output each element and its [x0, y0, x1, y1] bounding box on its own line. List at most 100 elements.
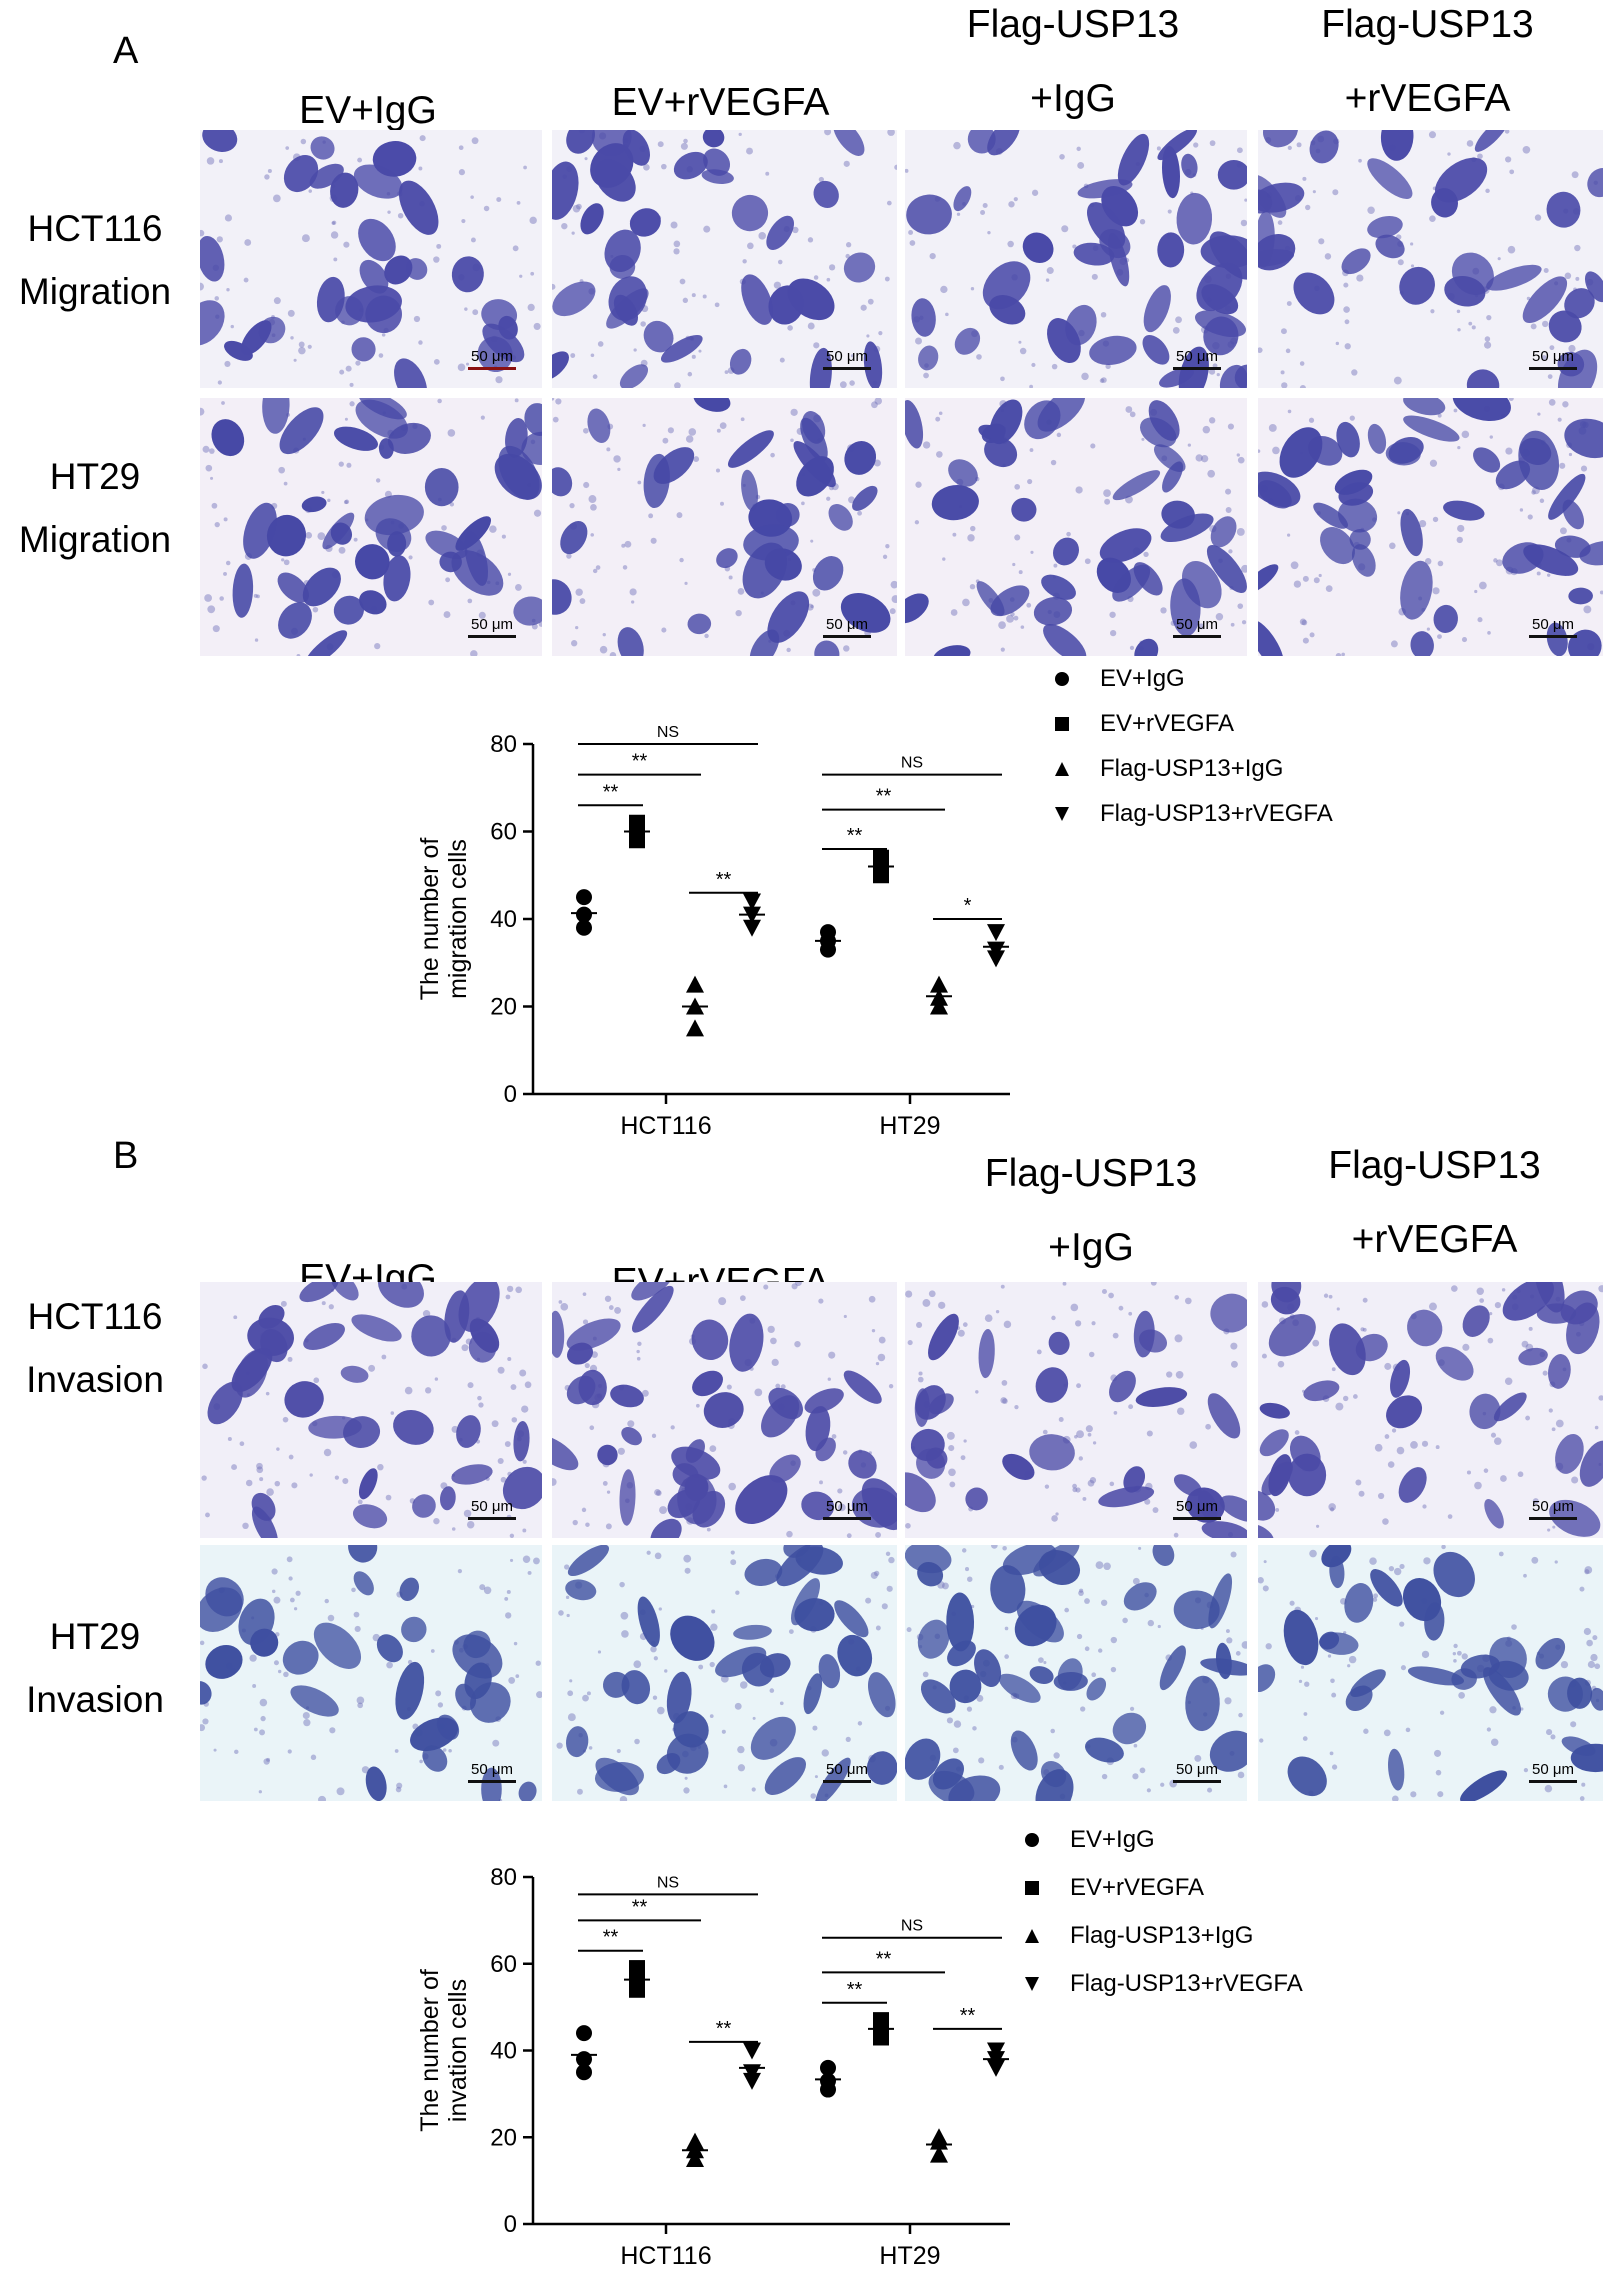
micrograph-tile: 50 μm	[905, 398, 1247, 656]
y-tick-label: 40	[490, 906, 517, 933]
scale-bar-label: 50 μm	[826, 1761, 868, 1778]
y-tick-label: 40	[490, 2038, 517, 2065]
micrograph-tile: 50 μm	[905, 1282, 1247, 1538]
invasion-plot: 0 20 40 60 80 HCT116 HT29 The number of invation…	[0, 1800, 1605, 2275]
micrograph-tile: 50 μm	[1258, 398, 1603, 656]
significance-label: NS	[901, 755, 923, 772]
square-marker-icon	[1055, 717, 1069, 731]
row-header-ht29-invasion: HT29 Invasion	[26, 1616, 164, 1720]
scale-bar: 50 μm	[1167, 1498, 1227, 1520]
scale-bar: 50 μm	[817, 348, 877, 370]
y-axis-label: migration cells	[444, 839, 472, 999]
scale-bar-label: 50 μm	[1532, 1498, 1574, 1515]
scale-bar: 50 μm	[462, 348, 522, 370]
micrograph-tile: 50 μm	[200, 130, 542, 388]
legend-b: EV+IgG EV+rVEGFA Flag-USP13+IgG Flag-USP…	[1022, 1826, 1442, 1997]
scale-bar: 50 μm	[817, 1761, 877, 1783]
row-header-hct116-migration: HCT116 Migration	[18, 208, 172, 312]
x-tick-label: HT29	[879, 1112, 940, 1140]
scale-bar: 50 μm	[1167, 348, 1227, 370]
micrograph-tile: 50 μm	[200, 398, 542, 656]
x-tick-label: HCT116	[620, 2242, 711, 2270]
significance-label: NS	[657, 724, 679, 741]
micrograph-grid-a: 50 μm 50 μm 50 μm 50 μm 50 μm 50 μm 50 μm 50 μm	[0, 0, 1605, 700]
scale-bar-line	[1173, 1517, 1221, 1520]
scale-bar: 50 μm	[817, 1498, 877, 1520]
y-tick-label: 0	[504, 1081, 517, 1108]
migration-scatter-chart: 0 20 40 60 80 HCT116 HT29 The number of migratio…	[416, 724, 1010, 1140]
significance-label: *	[964, 895, 972, 917]
scale-bar: 50 μm	[817, 616, 877, 638]
circle-marker-icon	[1025, 1833, 1039, 1847]
migration-plot: 0 20 40 60 80 HCT116 HT29 The number of migratio…	[0, 680, 1605, 1150]
y-axis-label: invation cells	[444, 1979, 472, 2122]
scale-bar: 50 μm	[1523, 1498, 1583, 1520]
significance-label: **	[603, 1927, 619, 1949]
square-marker-icon	[1025, 1881, 1039, 1895]
triangle-down-marker-icon	[1055, 807, 1069, 821]
scale-bar: 50 μm	[1523, 1761, 1583, 1783]
scale-bar-line	[1529, 635, 1577, 638]
scale-bar-label: 50 μm	[1532, 616, 1574, 633]
y-axis-label: The number of	[416, 1969, 444, 2132]
scale-bar: 50 μm	[1523, 616, 1583, 638]
data-point	[629, 1973, 645, 1990]
data-point	[743, 919, 761, 937]
data-point	[576, 2051, 592, 2068]
row-header-hct116-invasion: HCT116 Invasion	[26, 1296, 164, 1400]
scale-bar: 50 μm	[462, 1498, 522, 1520]
column-header-flag-usp13-igg: Flag-USP13 +IgG	[966, 3, 1180, 120]
x-tick-label: HCT116	[620, 1112, 711, 1140]
y-tick-label: 20	[490, 2124, 517, 2151]
micrograph-grid-b: 50 μm 50 μm 50 μm 50 μm 50 μm 50 μm 50 μm 50 μm	[200, 1282, 1603, 1801]
scale-bar-line	[1529, 1780, 1577, 1783]
circle-marker-icon	[1055, 672, 1069, 686]
data-point	[930, 997, 948, 1015]
column-header-flag-usp13-rvegfa: Flag-USP13 +rVEGFA	[1321, 3, 1534, 120]
data-point	[629, 814, 645, 831]
y-axis-label: The number of	[416, 838, 444, 1001]
scale-bar: 50 μm	[1167, 1761, 1227, 1783]
scale-bar-label: 50 μm	[471, 348, 513, 365]
significance-label: NS	[901, 1918, 923, 1935]
scale-bar-line	[823, 1780, 871, 1783]
scale-bar-label: 50 μm	[826, 348, 868, 365]
y-tick-label: 20	[490, 994, 517, 1021]
data-point	[576, 2025, 592, 2042]
data-point	[987, 950, 1005, 968]
significance-label: **	[847, 1979, 863, 2001]
panel-letter-b: B	[113, 1135, 139, 1177]
micrograph-tile: 50 μm	[552, 1545, 897, 1801]
data-point	[743, 2042, 761, 2060]
data-point	[686, 1019, 704, 1037]
y-tick-label: 80	[490, 1864, 517, 1891]
micrograph-tile: 50 μm	[200, 1282, 542, 1538]
scale-bar-label: 50 μm	[1176, 1498, 1218, 1515]
scale-bar-label: 50 μm	[1532, 1761, 1574, 1778]
data-point	[987, 2059, 1005, 2077]
scale-bar: 50 μm	[1523, 348, 1583, 370]
data-point	[743, 2072, 761, 2090]
scale-bar-line	[1529, 1517, 1577, 1520]
scale-bar-line	[468, 635, 516, 638]
scale-bar-line	[1529, 367, 1577, 370]
data-point	[576, 2064, 592, 2081]
scale-bar: 50 μm	[1167, 616, 1227, 638]
data-point	[987, 924, 1005, 942]
triangle-up-marker-icon	[1025, 1929, 1039, 1943]
scale-bar-label: 50 μm	[471, 1761, 513, 1778]
data-point	[576, 906, 592, 923]
triangle-up-marker-icon	[1055, 762, 1069, 776]
micrograph-tile: 50 μm	[905, 130, 1247, 388]
data-point	[930, 975, 948, 993]
panel-letter-a: A	[113, 30, 139, 72]
micrograph-tile: 50 μm	[552, 398, 897, 656]
scale-bar-label: 50 μm	[1532, 348, 1574, 365]
micrograph-tile: 50 μm	[1258, 1545, 1603, 1801]
significance-label: **	[876, 786, 892, 808]
column-header-flag-usp13-igg-b: Flag-USP13 +IgG	[984, 1152, 1198, 1269]
data-point	[820, 2059, 836, 2076]
data-point	[873, 849, 889, 866]
data-point	[873, 2012, 889, 2029]
data-point	[743, 2064, 761, 2082]
